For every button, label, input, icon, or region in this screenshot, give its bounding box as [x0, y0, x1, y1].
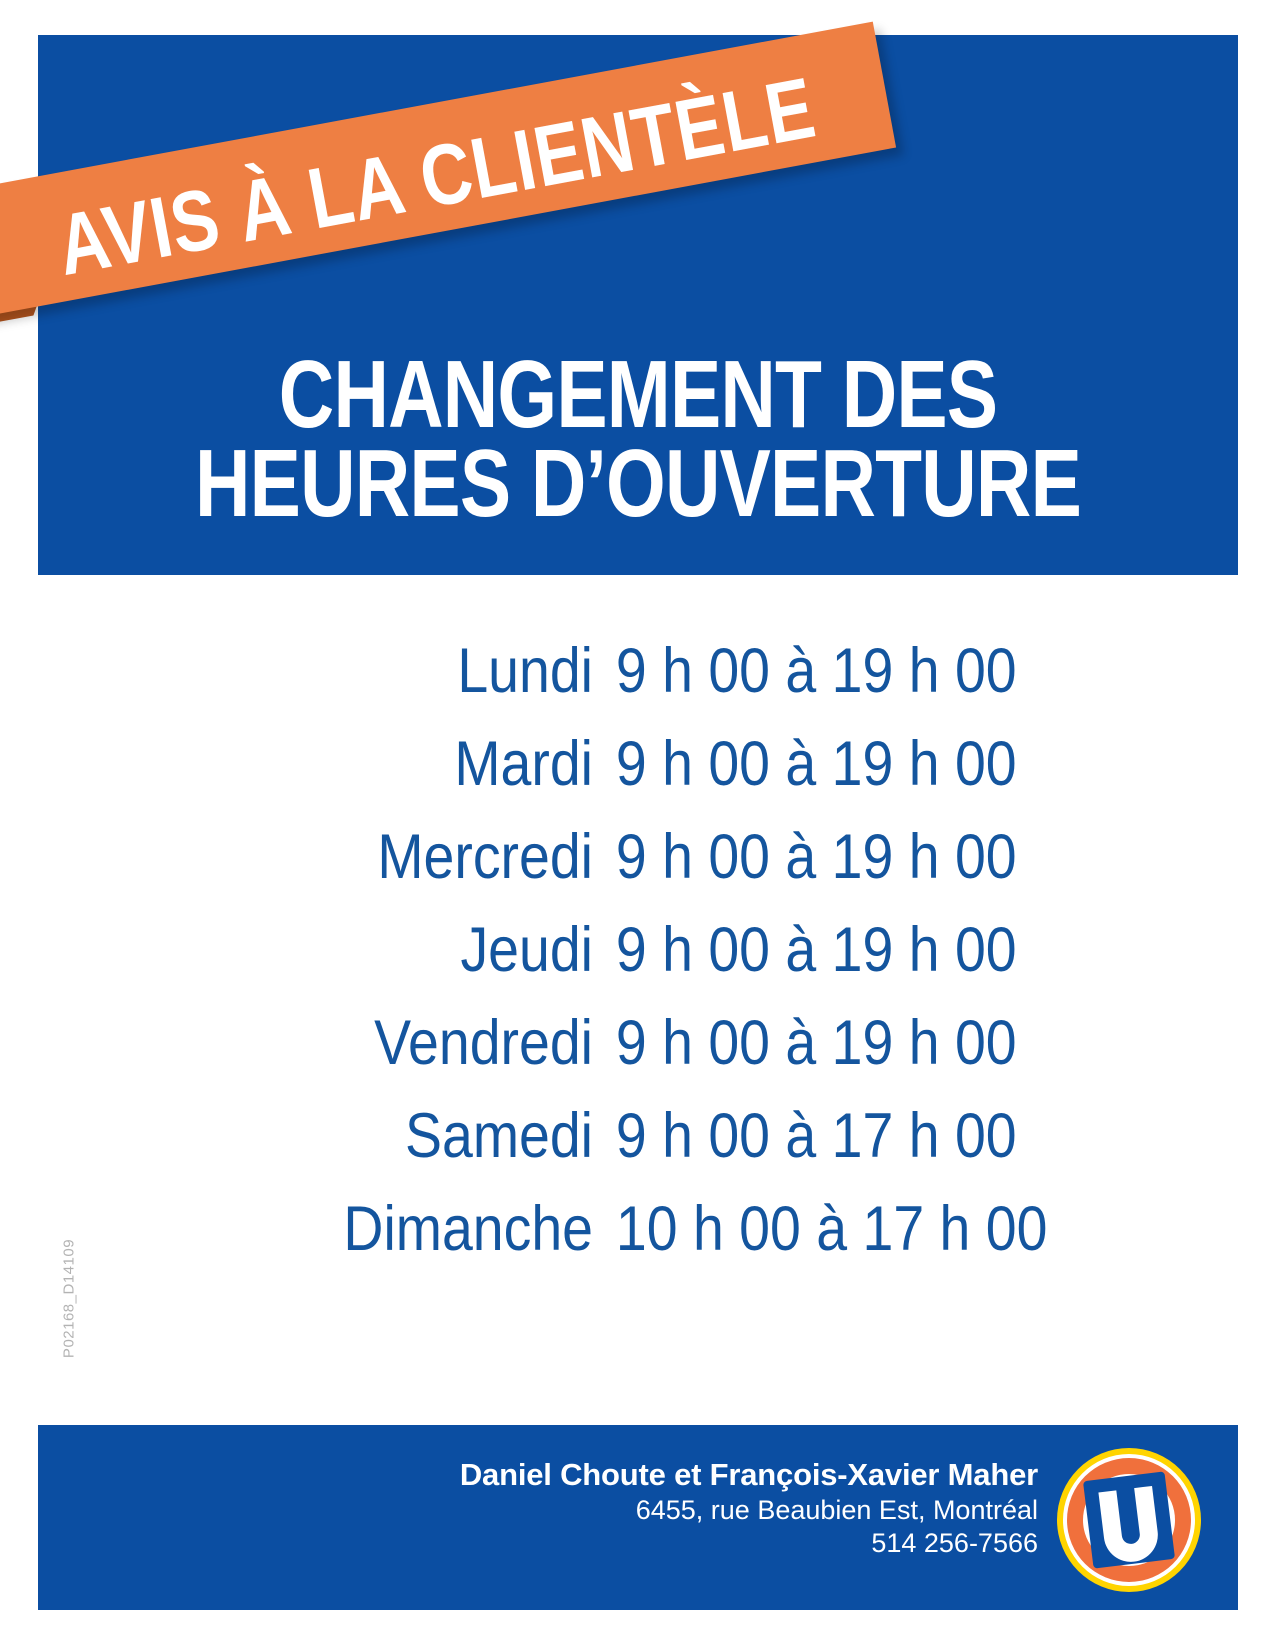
table-row: Lundi 9 h 00 à 19 h 00 [38, 635, 1238, 728]
hours-day-label: Mardi [454, 729, 593, 799]
hours-day-label: Jeudi [460, 915, 593, 985]
footer-bar: Daniel Choute et François-Xavier Maher 6… [38, 1425, 1238, 1610]
table-row: Dimanche 10 h 00 à 17 h 00 [38, 1193, 1238, 1286]
hours-time-value: 9 h 00 à 17 h 00 [615, 1101, 1017, 1171]
footer-address: 6455, rue Beaubien Est, Montréal [635, 1494, 1038, 1525]
hours-time-value: 10 h 00 à 17 h 00 [615, 1194, 1048, 1264]
hours-day-label: Samedi [405, 1101, 593, 1171]
page-title-line-2: HEURES D’OUVERTURE [195, 430, 1082, 538]
hours-time-value: 9 h 00 à 19 h 00 [615, 822, 1017, 892]
footer-owner-names: Daniel Choute et François-Xavier Maher [459, 1457, 1038, 1492]
table-row: Jeudi 9 h 00 à 19 h 00 [38, 914, 1238, 1007]
table-row: Mardi 9 h 00 à 19 h 00 [38, 728, 1238, 821]
page-title: CHANGEMENT DES HEURES D’OUVERTURE [38, 341, 1238, 538]
opening-hours-table: Lundi 9 h 00 à 19 h 00 Mardi 9 h 00 à 19… [38, 635, 1238, 1286]
table-row: Vendredi 9 h 00 à 19 h 00 [38, 1007, 1238, 1100]
footer-phone: 514 256-7566 [871, 1528, 1038, 1559]
hours-time-value: 9 h 00 à 19 h 00 [615, 915, 1017, 985]
logo-u-mark [1083, 1471, 1175, 1569]
hours-time-value: 9 h 00 à 19 h 00 [615, 636, 1017, 706]
hours-day-label: Lundi [457, 636, 593, 706]
hours-time-value: 9 h 00 à 19 h 00 [615, 1008, 1017, 1078]
table-row: Samedi 9 h 00 à 17 h 00 [38, 1100, 1238, 1193]
uniprix-logo-icon [1057, 1448, 1201, 1592]
table-row: Mercredi 9 h 00 à 19 h 00 [38, 821, 1238, 914]
print-code: P02168_D14109 [60, 1238, 78, 1359]
footer-contact-block: Daniel Choute et François-Xavier Maher 6… [38, 1457, 1048, 1561]
hours-day-label: Mercredi [377, 822, 593, 892]
ribbon-fold-shadow [0, 300, 39, 329]
hours-day-label: Dimanche [343, 1194, 593, 1264]
logo-letter-u-glyph [1098, 1485, 1158, 1562]
hours-time-value: 9 h 00 à 19 h 00 [615, 729, 1017, 799]
page-title-line-1: CHANGEMENT DES [278, 341, 998, 448]
hours-day-label: Vendredi [374, 1008, 593, 1078]
